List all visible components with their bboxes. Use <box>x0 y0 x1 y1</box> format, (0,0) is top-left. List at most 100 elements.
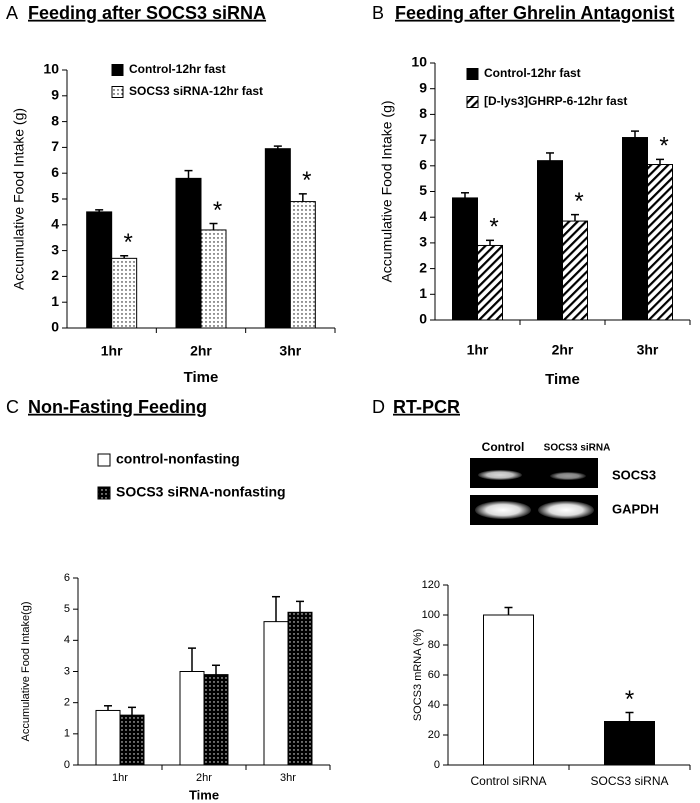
y-tick-label: 9 <box>51 87 59 103</box>
y-tick-label: 2 <box>64 697 70 709</box>
significance-mark: * <box>574 188 583 215</box>
y-tick-label: 10 <box>411 54 427 70</box>
legend-label: Control-12hr fast <box>129 62 226 76</box>
bar <box>287 611 313 766</box>
y-tick-label: 6 <box>51 164 59 180</box>
bar <box>537 160 563 321</box>
x-axis-label: Time <box>189 787 219 802</box>
y-tick-label: 10 <box>43 61 59 77</box>
legend-swatch <box>97 486 111 500</box>
bar <box>95 709 121 766</box>
y-axis-label: Accumulative Food Intake(g) <box>20 601 32 741</box>
y-tick-label: 7 <box>419 131 427 147</box>
x-tick-label: 3hr <box>280 772 296 784</box>
x-tick-label: 2hr <box>552 342 574 358</box>
error-bar <box>273 145 282 149</box>
y-tick-label: 6 <box>64 572 70 584</box>
legend-swatch <box>111 64 124 76</box>
y-tick-label: 2 <box>51 267 59 283</box>
y-tick-label: 1 <box>64 728 70 740</box>
y-tick-label: 3 <box>51 241 59 257</box>
gel-column-label: SOCS3 siRNA <box>544 443 611 454</box>
y-tick-label: 0 <box>419 311 427 327</box>
legend-swatch <box>97 453 111 467</box>
y-tick-label: 4 <box>64 634 70 646</box>
x-tick-label: 1hr <box>101 343 123 359</box>
error-bar <box>571 213 579 222</box>
bar <box>483 614 534 766</box>
legend-swatch <box>111 86 124 98</box>
y-tick-label: 60 <box>428 669 440 681</box>
x-tick-label: 2hr <box>190 343 212 359</box>
y-tick-label: 0 <box>64 759 70 771</box>
significance-mark: * <box>489 214 498 241</box>
bar <box>175 177 202 329</box>
error-bar <box>209 222 218 230</box>
x-tick-label: 1hr <box>467 342 489 358</box>
significance-mark: * <box>625 686 634 713</box>
legend-label: Control-12hr fast <box>484 66 581 80</box>
y-tick-label: 8 <box>419 105 427 121</box>
bar <box>477 244 503 321</box>
error-bar <box>212 664 220 675</box>
error-bar <box>625 711 634 722</box>
error-bar <box>184 169 193 179</box>
gel-band <box>475 501 531 519</box>
bar <box>263 621 289 766</box>
y-tick-label: 100 <box>422 609 440 621</box>
y-tick-label: 8 <box>51 112 59 128</box>
x-axis-label: Time <box>545 371 580 388</box>
legend-label: SOCS3 siRNA-nonfasting <box>116 484 286 500</box>
chart-title: Feeding after SOCS3 siRNA <box>28 3 266 23</box>
gel-band <box>550 472 586 480</box>
bar <box>264 148 291 329</box>
y-tick-label: 80 <box>428 639 440 651</box>
legend-swatch <box>466 96 479 108</box>
bar <box>289 201 316 329</box>
error-bar <box>486 239 494 246</box>
error-bar <box>656 158 664 165</box>
significance-mark: * <box>213 197 222 224</box>
x-tick-label: 3hr <box>637 342 659 358</box>
significance-mark: * <box>123 229 132 256</box>
error-bar <box>546 152 554 161</box>
error-bar <box>120 255 129 259</box>
significance-mark: * <box>659 133 668 160</box>
legend-label: [D-lys3]GHRP-6-12hr fast <box>484 94 627 108</box>
bar <box>200 229 227 329</box>
error-bar <box>272 595 280 622</box>
y-tick-label: 0 <box>434 759 440 771</box>
chart-title: Non-Fasting Feeding <box>28 397 207 417</box>
bar <box>119 714 145 766</box>
y-tick-label: 4 <box>419 208 427 224</box>
bar <box>452 197 478 321</box>
y-tick-label: 40 <box>428 699 440 711</box>
error-bar <box>95 209 104 212</box>
y-tick-label: 5 <box>51 190 59 206</box>
x-tick-label: 3hr <box>279 343 301 359</box>
bar <box>622 137 648 321</box>
y-tick-label: 1 <box>51 293 59 309</box>
panel-label: A <box>6 3 18 23</box>
y-tick-label: 4 <box>51 216 59 232</box>
chart-title: RT-PCR <box>393 397 460 417</box>
bar <box>203 674 229 766</box>
y-tick-label: 2 <box>419 259 427 275</box>
y-axis-label: Accumulative Food Intake (g) <box>11 108 27 290</box>
y-tick-label: 120 <box>422 579 440 591</box>
x-tick-label: 1hr <box>112 772 128 784</box>
bar <box>647 164 673 321</box>
y-axis-label: Accumulative Food Intake (g) <box>379 100 395 282</box>
gel-band <box>538 501 594 519</box>
panel-label: C <box>6 397 19 417</box>
y-tick-label: 20 <box>428 729 440 741</box>
y-tick-label: 3 <box>64 665 70 677</box>
panel-label: B <box>372 3 384 23</box>
error-bar <box>296 600 304 613</box>
y-tick-label: 3 <box>419 234 427 250</box>
gel-row-label: SOCS3 <box>612 467 656 482</box>
y-tick-label: 0 <box>51 319 59 335</box>
legend-label: SOCS3 siRNA-12hr fast <box>129 84 263 98</box>
bar <box>562 220 588 321</box>
